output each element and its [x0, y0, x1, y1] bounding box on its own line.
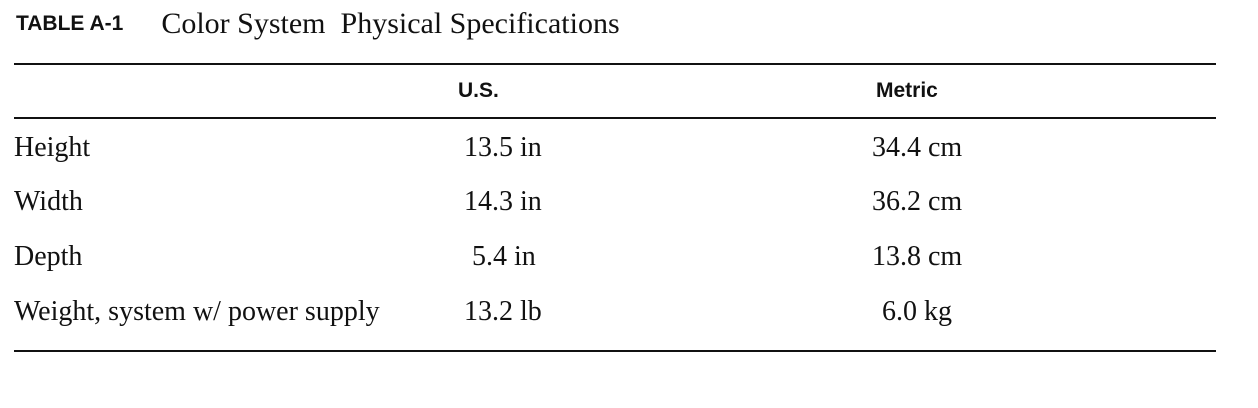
cell: 14.3 in — [464, 186, 542, 217]
cell: 5.4 in — [472, 241, 536, 272]
table-row: Height 13.5 in 34.4 cm — [14, 118, 1216, 173]
cell: 36.2 cm — [872, 186, 963, 217]
table-row: Weight, system w/ power supply 13.2 lb 6.0… — [14, 283, 1216, 351]
column-header: Metric — [876, 79, 938, 102]
cell: 6.0 kg — [882, 296, 952, 327]
table-body: Height 13.5 in 34.4 cm Width 14.3 in 36.2 cm D… — [14, 118, 1216, 351]
row-label: Depth — [14, 241, 83, 272]
cell: 34.4 cm — [872, 132, 963, 163]
caption-label: TABLE A-1 — [16, 12, 124, 35]
spec-table: U.S. Metric Height 13.5 in 34.4 cm Width 14.3… — [14, 63, 1216, 352]
table-row: Width 14.3 in 36.2 cm — [14, 173, 1216, 228]
caption-title: Color System Physical Specifications — [161, 7, 620, 40]
cell: 13.2 lb — [464, 296, 542, 327]
row-label: Weight, system w/ power supply — [14, 296, 380, 327]
cell: 13.5 in — [464, 132, 542, 163]
table-row: Depth 5.4 in 13.8 cm — [14, 228, 1216, 283]
column-header: U.S. — [458, 79, 499, 102]
column-header — [14, 64, 454, 118]
row-label: Width — [14, 186, 83, 217]
header-row: U.S. Metric — [14, 64, 1216, 118]
cell: 13.8 cm — [872, 241, 963, 272]
row-label: Height — [14, 132, 91, 163]
caption: TABLE A-1 Color System Physical Specific… — [16, 4, 620, 44]
